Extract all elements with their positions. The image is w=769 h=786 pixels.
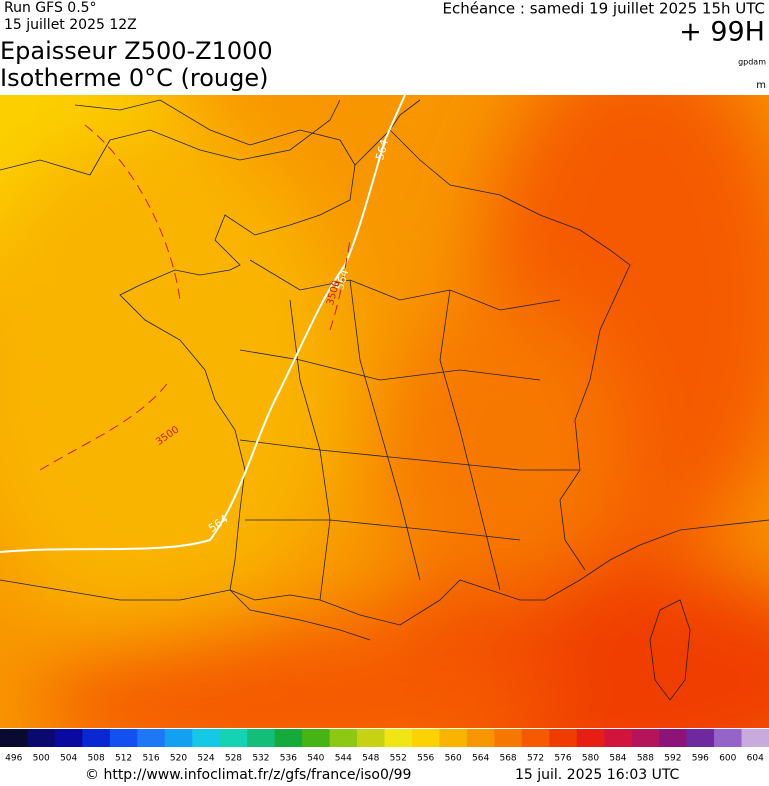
colorbar-swatch [439, 729, 468, 747]
colorbar-label: 540 [307, 754, 324, 764]
map: 564 564 564 3500 3500 [0, 95, 769, 728]
run: Run GFS 0.5° [4, 0, 97, 16]
colorbar-swatch [0, 729, 28, 747]
colorbar-label: 552 [390, 754, 407, 764]
colorbar-label: 560 [445, 754, 462, 764]
source: © http://www.infoclimat.fr/z/gfs/france/… [85, 767, 411, 783]
contour-label: 564 [333, 268, 351, 292]
colorbar-label: 556 [417, 754, 434, 764]
colorbar-swatch [384, 729, 413, 747]
lead-time: + 99H [679, 17, 765, 48]
colorbar-label: 564 [472, 754, 489, 764]
colorbar-swatch [54, 729, 83, 747]
colorbar-swatch [521, 729, 550, 747]
colorbar-swatch [604, 729, 633, 747]
colorbar-label: 528 [225, 754, 242, 764]
unit: m [756, 80, 766, 91]
colorbar-swatch [164, 729, 193, 747]
generated: 15 juil. 2025 16:03 UTC [515, 767, 680, 783]
colorbar-label: 572 [527, 754, 544, 764]
title: Epaisseur Z500-Z1000 [0, 37, 273, 65]
colorbar-swatch [192, 729, 221, 747]
england [0, 99, 341, 176]
colorbar: 496 500 504 508 512 516 520 524 528 532 536 540 544 5… [0, 729, 769, 764]
regions [239, 259, 580, 601]
coastline [74, 99, 769, 626]
colorbar-swatch [466, 729, 495, 747]
colorbar-swatch [686, 729, 715, 747]
colorbar-label: 548 [362, 754, 379, 764]
colorbar-swatch [576, 729, 605, 747]
colorbar-label: 508 [88, 754, 105, 764]
colorbar-swatch [411, 729, 440, 747]
colorbar-label: 516 [142, 754, 159, 764]
colorbar-swatch [109, 729, 138, 747]
colorbar-swatch [302, 729, 331, 747]
contour-564 [0, 95, 406, 553]
colorbar-label: 500 [33, 754, 50, 764]
field [0, 95, 769, 728]
colorbar-swatch [631, 729, 660, 747]
colorbar-swatch [219, 729, 248, 747]
colorbar-swatch [27, 729, 56, 747]
colorbar-swatch [741, 729, 769, 747]
colorbar-label: 592 [664, 754, 681, 764]
isotherme-0 [39, 124, 351, 471]
colorbar-label: 596 [692, 754, 709, 764]
valid-time: Echéance : samedi 19 juillet 2025 15h UT… [443, 0, 765, 18]
run-date: 15 juillet 2025 12Z [4, 17, 137, 33]
subtitle: Isotherme 0°C (rouge) [0, 64, 269, 92]
colorbar-label: 520 [170, 754, 187, 764]
colorbar-label: 584 [609, 754, 626, 764]
colorbar-label: 532 [252, 754, 269, 764]
colorbar-label: 536 [280, 754, 297, 764]
colorbar-label: 512 [115, 754, 132, 764]
contour-label: 564 [373, 138, 391, 162]
colorbar-label: 576 [554, 754, 571, 764]
colorbar-label: 588 [637, 754, 654, 764]
colorbar-swatch [494, 729, 523, 747]
colorbar-swatch [329, 729, 358, 747]
colorbar-swatch [247, 729, 276, 747]
border [354, 99, 631, 571]
colorbar-swatch [137, 729, 166, 747]
colorbar-label: 604 [747, 754, 764, 764]
colorbar-swatch [274, 729, 303, 747]
unit: gpdam [738, 58, 766, 67]
colorbar-swatch [82, 729, 111, 747]
colorbar-swatch [357, 729, 385, 747]
colorbar-swatch [659, 729, 688, 747]
colorbar-label: 496 [5, 754, 22, 764]
colorbar-label: 568 [499, 754, 516, 764]
colorbar-swatch [549, 729, 578, 747]
colorbar-swatch [714, 729, 743, 747]
colorbar-label: 580 [582, 754, 599, 764]
colorbar-label: 504 [60, 754, 77, 764]
colorbar-label: 600 [719, 754, 736, 764]
colorbar-label: 544 [335, 754, 352, 764]
corsica [649, 599, 691, 701]
border [0, 579, 371, 641]
colorbar-label: 524 [197, 754, 214, 764]
